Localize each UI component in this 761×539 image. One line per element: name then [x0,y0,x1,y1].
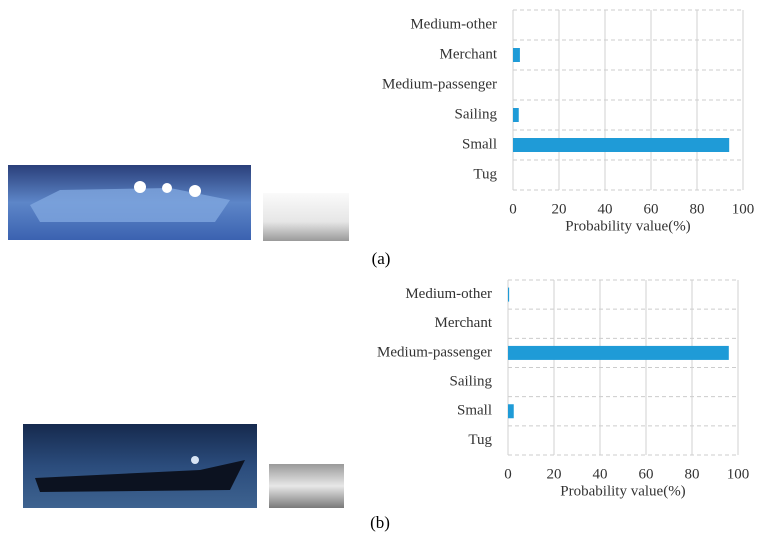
y-tick-label: Medium-passenger [382,76,497,92]
x-tick-label: 80 [690,201,705,217]
depth-image-a [263,193,349,241]
y-tick-label: Merchant [435,315,493,331]
x-tick-label: 60 [644,201,659,217]
y-tick-label: Merchant [440,46,498,62]
x-tick-label: 20 [552,201,567,217]
bar [513,108,519,122]
x-axis-label: Probability value(%) [560,483,685,499]
x-axis-label: Probability value(%) [565,218,690,234]
depth-image-b [269,464,344,508]
x-tick-label: 40 [598,201,613,217]
figure: 0 20 40 60 80 100 Probability value(%) Medium-o… [0,0,761,539]
y-tick-label: Small [457,403,492,419]
bar [508,288,509,302]
caption: (b) [370,513,390,532]
y-tick-label: Tug [468,432,492,448]
bar [508,404,514,418]
y-tick-label: Small [462,136,497,152]
bar [513,48,520,62]
x-tick-label: 0 [509,201,517,217]
ship-image-b [23,424,257,508]
x-tick-label: 20 [547,466,562,482]
y-tick-label: Medium-other [410,16,497,32]
x-tick-label: 40 [593,466,608,482]
y-tick-label: Sailing [454,106,497,122]
x-tick-label: 80 [685,466,700,482]
x-tick-label: 100 [727,466,750,482]
y-tick-label: Tug [473,166,497,182]
y-tick-label: Sailing [449,374,492,390]
x-tick-label: 100 [732,201,755,217]
caption: (a) [372,249,391,268]
y-tick-label: Medium-other [405,286,492,302]
y-tick-label: Medium-passenger [377,344,492,360]
x-tick-label: 0 [504,466,512,482]
bar [508,346,729,360]
ship-image-a [8,165,251,240]
x-tick-label: 60 [639,466,654,482]
bar [513,138,729,152]
